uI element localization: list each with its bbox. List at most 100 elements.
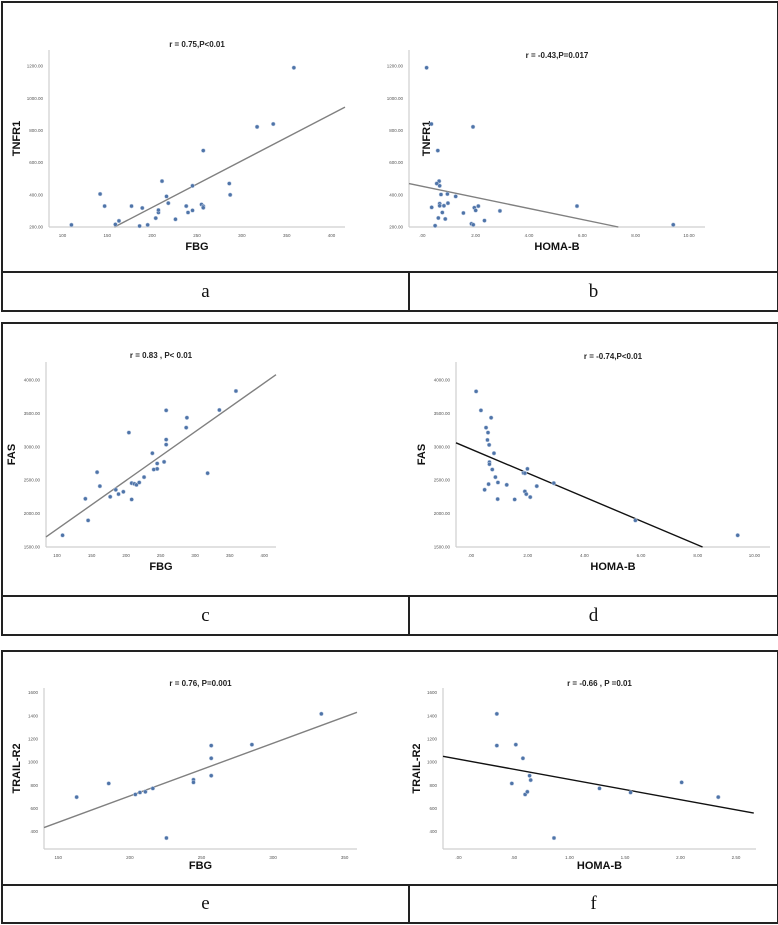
panel-label-d: d (408, 597, 777, 634)
y-tick-label: 200.00 (29, 225, 43, 230)
x-tick-label: 200 (126, 855, 134, 860)
y-tick-label: 1000 (28, 760, 39, 765)
data-point (166, 200, 171, 206)
y-axis-label: TNFR1 (421, 121, 433, 156)
scatter-panel-c: r = 0.83 , P< 0.01 FBG FAS 100 150 200 250 300 3… (6, 351, 277, 573)
data-point (154, 466, 160, 472)
x-tick-label: 300 (191, 553, 199, 558)
x-tick-label: 2.50 (732, 855, 741, 860)
x-tick-label: 150 (88, 553, 96, 558)
y-tick-label: 1000.00 (27, 96, 44, 101)
data-point (163, 442, 169, 447)
data-point (183, 203, 189, 209)
data-point (441, 203, 447, 209)
chart-title: r = -0.43,P=0.017 (526, 51, 589, 60)
x-axis-label: HOMA-B (590, 561, 635, 573)
scatter-panel-d: r = -0.74,P<0.01 HOMA-B FAS .00 2.00 4.00 6.00… (416, 352, 770, 573)
data-point (424, 65, 429, 70)
data-point (270, 121, 276, 127)
data-point (504, 482, 509, 488)
x-tick-label: 200 (122, 553, 130, 558)
data-point (470, 124, 476, 130)
data-point (735, 533, 740, 538)
data-point (201, 205, 206, 210)
data-point (183, 425, 189, 430)
y-tick-label: 1400 (427, 713, 438, 718)
x-tick-label: .00 (468, 553, 475, 558)
data-point (143, 789, 148, 795)
y-tick-label: 800.00 (389, 128, 403, 133)
data-point (434, 181, 439, 186)
x-tick-label: 300 (269, 855, 277, 860)
panel-label-e: e (201, 893, 210, 914)
data-point (482, 487, 487, 493)
data-point (97, 483, 103, 489)
x-tick-label: 100 (53, 553, 61, 558)
y-tick-label: 2000.00 (24, 511, 41, 516)
scatter-panel-a: r = 0.75,P<0.01 FBG TNFR1 100 150 200 250 300 35… (11, 40, 346, 253)
data-point (163, 408, 169, 413)
data-point (679, 780, 684, 785)
data-point (520, 756, 526, 761)
x-tick-label: 300 (238, 233, 246, 238)
data-point (429, 205, 434, 210)
data-point (136, 480, 142, 485)
data-point (129, 497, 134, 502)
y-tick-label: 800 (30, 783, 38, 788)
data-point (201, 148, 206, 153)
data-point (527, 773, 532, 778)
x-tick-label: 100 (59, 233, 67, 238)
data-point (453, 194, 458, 199)
y-axis-label: FAS (416, 444, 428, 465)
data-point (551, 835, 557, 841)
data-point (74, 794, 79, 800)
data-point (156, 207, 161, 213)
data-point (190, 183, 195, 189)
chart-title: r = 0.75,P<0.01 (169, 40, 225, 49)
x-tick-label: 2.00 (523, 553, 532, 558)
x-axis-label: HOMA-B (534, 241, 579, 253)
data-point (102, 203, 107, 209)
fit-line (408, 182, 619, 228)
data-point (208, 773, 214, 778)
panel-label-c: c (201, 604, 210, 626)
y-tick-label: 400.00 (389, 192, 403, 197)
data-point (137, 223, 142, 229)
data-point (83, 496, 88, 502)
data-point (437, 183, 442, 189)
y-tick-label: 600.00 (389, 160, 403, 165)
x-tick-label: 8.00 (693, 553, 702, 558)
x-tick-label: 350 (283, 233, 291, 238)
data-point (163, 437, 169, 442)
data-point (106, 781, 111, 786)
data-point (525, 789, 530, 795)
x-tick-label: 400 (328, 233, 336, 238)
data-point (525, 466, 530, 472)
data-point (69, 222, 74, 228)
data-point (482, 218, 487, 223)
y-tick-label: 800 (429, 783, 437, 788)
data-point (440, 210, 445, 215)
data-point (107, 494, 113, 500)
fit-line (455, 442, 703, 548)
data-point (435, 148, 441, 153)
data-point (141, 474, 147, 480)
data-point (191, 780, 196, 785)
data-point (534, 483, 540, 489)
x-tick-label: 250 (198, 855, 206, 860)
chart-title: r = 0.76, P=0.001 (169, 679, 232, 688)
data-point (445, 191, 450, 197)
data-point (113, 487, 119, 493)
y-tick-label: 400 (429, 829, 437, 834)
scatter-panel-f: r = -0.66 , P =0.01 HOMA-B TRAIL-R2 .00 .50 1… (411, 679, 756, 872)
data-point (133, 792, 138, 797)
data-point (628, 790, 633, 795)
data-point (494, 711, 500, 717)
y-tick-label: 4000.00 (24, 378, 41, 383)
x-tick-label: 1.00 (565, 855, 574, 860)
fit-line (442, 755, 754, 814)
fit-line (114, 106, 346, 228)
data-point (633, 518, 638, 523)
data-point (254, 124, 260, 130)
